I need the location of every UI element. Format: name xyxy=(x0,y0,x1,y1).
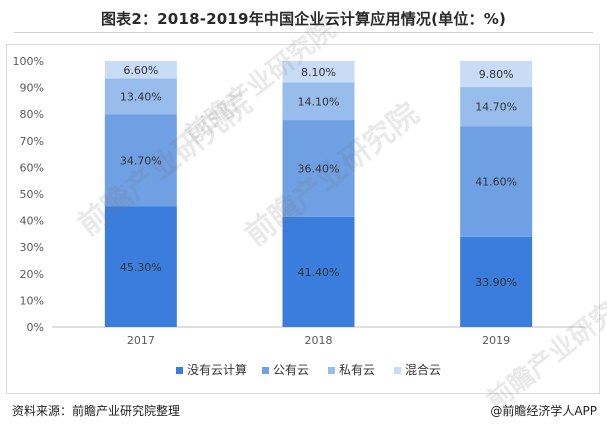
y-tick-label: 70% xyxy=(20,135,44,148)
y-tick-label: 20% xyxy=(20,268,44,281)
bar-segment xyxy=(104,206,177,327)
legend-label: 混合云 xyxy=(405,362,441,377)
data-label: 45.30% xyxy=(120,261,162,274)
bar-segment xyxy=(104,78,177,115)
chart-title: 图表2：2018-2019年中国企业云计算应用情况(单位：%) xyxy=(100,10,507,28)
x-tick-label: 2018 xyxy=(305,334,333,347)
data-label: 41.60% xyxy=(475,175,517,188)
x-tick-label: 2017 xyxy=(127,334,155,347)
bar-segment xyxy=(282,216,355,327)
bar-segment xyxy=(460,61,533,88)
data-label: 14.10% xyxy=(298,95,340,108)
y-tick-label: 100% xyxy=(13,55,44,68)
bar-segment xyxy=(460,126,533,237)
x-tick-label: 2019 xyxy=(482,334,510,347)
bar-segment xyxy=(282,82,355,121)
data-label: 6.60% xyxy=(123,64,158,77)
data-label: 13.40% xyxy=(120,90,162,103)
bar-segment xyxy=(282,61,355,83)
data-label: 36.40% xyxy=(298,162,340,175)
data-label: 9.80% xyxy=(479,68,514,81)
data-label: 34.70% xyxy=(120,154,162,167)
legend-swatch xyxy=(262,367,269,374)
y-tick-label: 0% xyxy=(27,321,44,334)
title-divider xyxy=(14,32,593,33)
y-tick-label: 10% xyxy=(20,294,44,307)
y-tick-label: 90% xyxy=(20,82,44,95)
chart-frame xyxy=(6,44,600,394)
legend-swatch xyxy=(328,367,335,374)
y-tick-label: 50% xyxy=(20,188,44,201)
legend-swatch xyxy=(394,367,401,374)
bar-segment xyxy=(460,236,533,327)
legend-swatch xyxy=(176,367,183,374)
source-note: 资料来源：前瞻产业研究院整理 xyxy=(12,404,181,418)
y-tick-label: 30% xyxy=(20,241,44,254)
data-label: 41.40% xyxy=(298,266,340,279)
bar-segment xyxy=(282,120,355,217)
legend-label: 没有云计算 xyxy=(187,362,247,377)
bar-segment xyxy=(460,87,533,127)
y-tick-label: 80% xyxy=(20,108,44,121)
y-tick-label: 60% xyxy=(20,161,44,174)
legend-label: 公有云 xyxy=(273,363,309,377)
data-label: 8.10% xyxy=(301,66,336,79)
bar-segment xyxy=(104,61,177,79)
data-label: 33.90% xyxy=(475,276,517,289)
credit-note: @前瞻经济学人APP xyxy=(490,404,597,418)
bar-segment xyxy=(104,114,177,207)
legend-label: 私有云 xyxy=(339,363,375,377)
data-label: 14.70% xyxy=(475,101,517,114)
y-tick-label: 40% xyxy=(20,215,44,228)
